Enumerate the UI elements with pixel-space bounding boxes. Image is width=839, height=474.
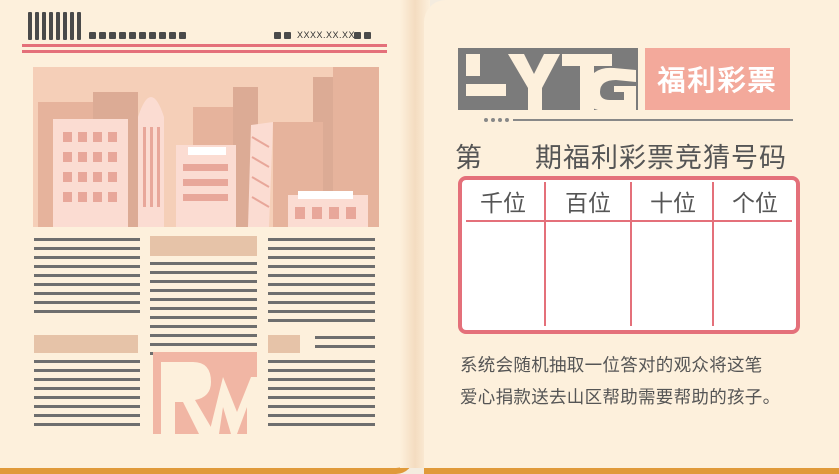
number-guess-table: 千位 百位 十位 个位 xyxy=(458,176,800,334)
column-divider xyxy=(544,182,546,326)
text-column-4 xyxy=(34,360,140,432)
col-thousands-header: 千位 xyxy=(480,190,526,216)
col-tens-header: 十位 xyxy=(650,190,696,216)
hundreds-input-cell[interactable] xyxy=(548,226,628,326)
tens-input-cell[interactable] xyxy=(634,226,710,326)
left-page: XXXX.XX.XX xyxy=(0,0,414,468)
col-hundreds-header: 百位 xyxy=(565,190,611,216)
column-heading-block xyxy=(268,335,300,353)
title-underline xyxy=(513,119,793,121)
guess-heading: 第 期福利彩票竞猜号码 xyxy=(455,136,787,175)
text-column-3 xyxy=(268,238,375,328)
heading-suffix: 期福利彩票竞猜号码 xyxy=(535,143,787,173)
date-text: XXXX.XX.XX xyxy=(297,30,356,40)
newspaper-logo xyxy=(458,48,638,110)
city-skyline-image xyxy=(33,67,379,227)
description-line-1: 系统会随机抽取一位答对的观众将这笔 xyxy=(460,355,763,375)
text-column-2 xyxy=(150,262,257,361)
masthead-rule-bottom xyxy=(22,50,387,53)
text-column-1 xyxy=(34,238,140,319)
text-column-5-top xyxy=(315,336,375,354)
column-heading-block xyxy=(150,236,257,256)
column-heading-block xyxy=(34,335,138,353)
masthead-rule-top xyxy=(22,44,387,47)
masthead: XXXX.XX.XX xyxy=(22,10,392,54)
text-column-5 xyxy=(268,360,375,432)
lottery-title: 福利彩票 xyxy=(645,48,790,110)
thousands-input-cell[interactable] xyxy=(466,226,542,326)
description-line-2: 爱心捐款送去山区帮助需要帮助的孩子。 xyxy=(460,387,781,407)
header-divider xyxy=(466,220,792,222)
description-text: 系统会随机抽取一位答对的观众将这笔 爱心捐款送去山区帮助需要帮助的孩子。 xyxy=(460,349,820,413)
col-units-header: 个位 xyxy=(732,190,778,216)
column-divider xyxy=(630,182,632,326)
heading-prefix: 第 xyxy=(455,143,483,173)
column-divider xyxy=(712,182,714,326)
rm-logo-image xyxy=(153,352,257,434)
units-input-cell[interactable] xyxy=(716,226,792,326)
